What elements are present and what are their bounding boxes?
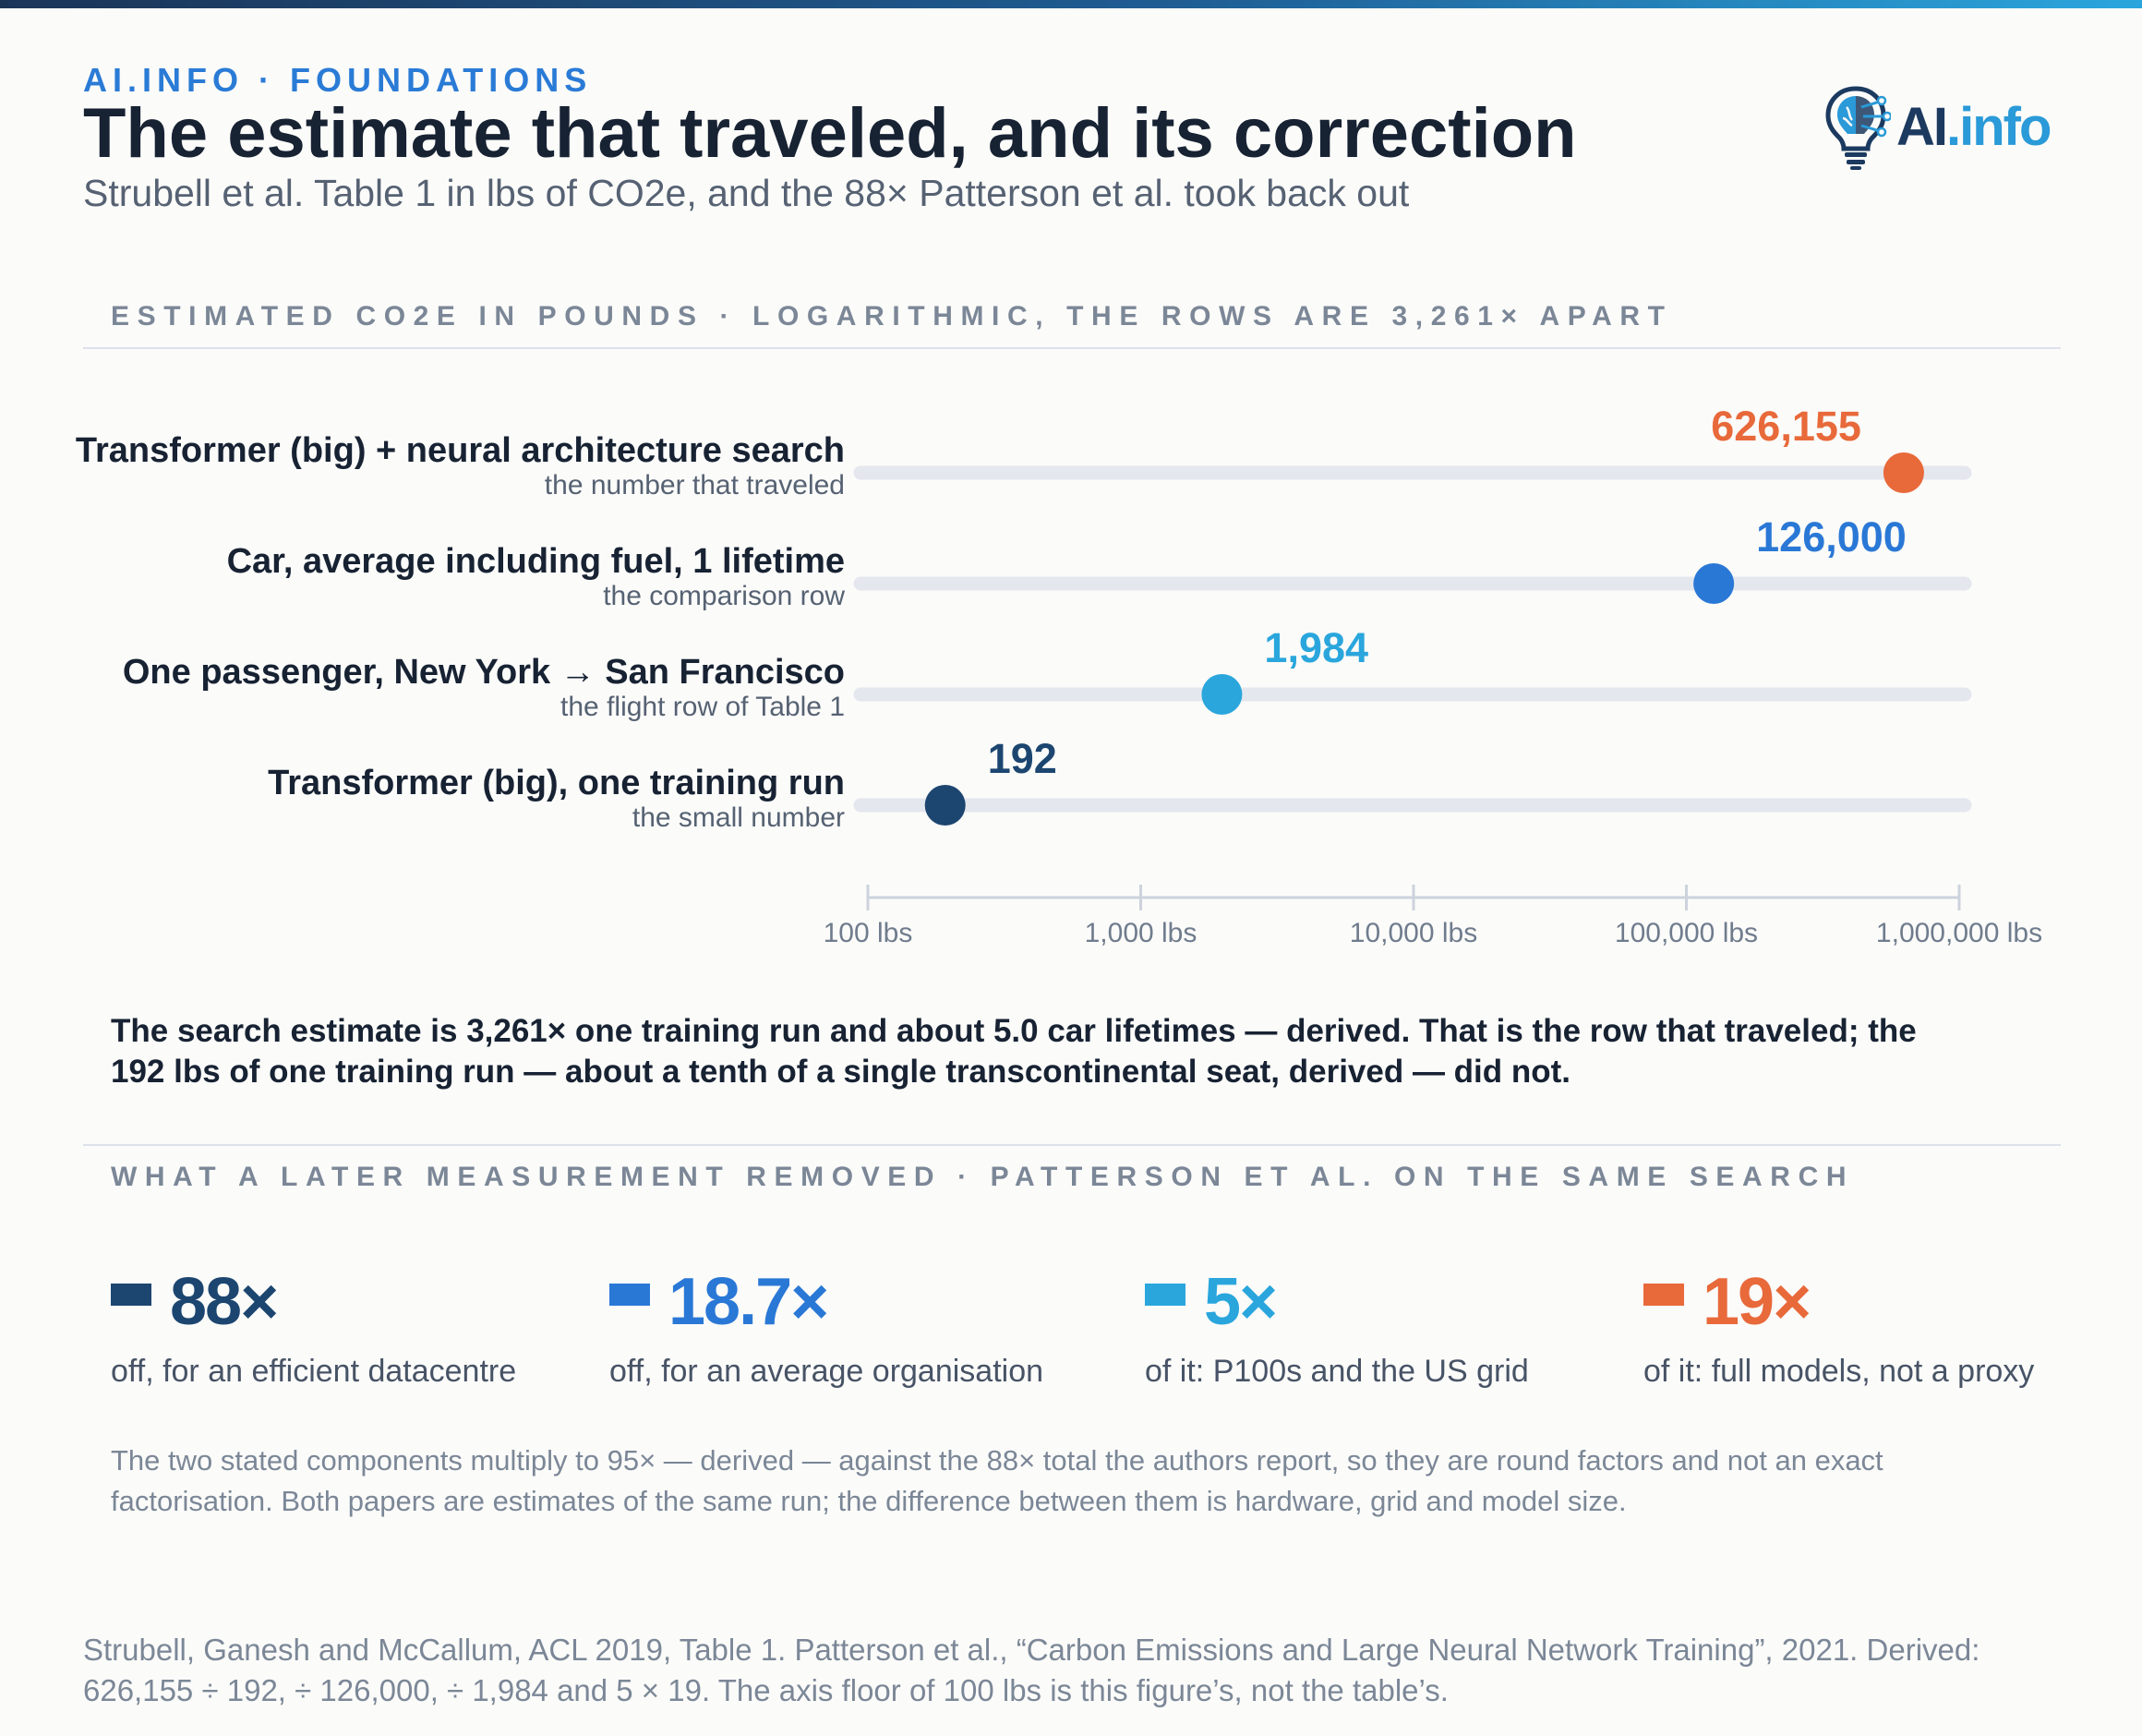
- x-tick-label: 100 lbs: [824, 918, 913, 948]
- stat-description: of it: P100s and the US grid: [1145, 1354, 1529, 1389]
- data-point: [924, 785, 966, 826]
- stat-swatch: [609, 1284, 650, 1306]
- logo-wordmark: AI.info: [1896, 96, 2052, 158]
- value-label: 626,155: [1711, 403, 1861, 450]
- brand-logo: AI.info: [1821, 81, 2061, 174]
- top-accent-bar: [0, 0, 2142, 8]
- stat-value: 5×: [1204, 1265, 1278, 1339]
- logo-ai-text: AI: [1896, 97, 1948, 157]
- x-tick-label: 1,000,000 lbs: [1876, 918, 2042, 948]
- factor-note: The two stated components multiply to 95…: [111, 1444, 1883, 1517]
- stat-value: 88×: [170, 1265, 279, 1339]
- data-point: [1201, 674, 1243, 715]
- stat-swatch: [1643, 1284, 1684, 1306]
- stat-description: off, for an efficient datacentre: [111, 1354, 517, 1389]
- x-tick-label: 10,000 lbs: [1350, 918, 1477, 948]
- logo-info-text: .info: [1946, 97, 2052, 157]
- row-label: Transformer (big) + neural architecture …: [76, 431, 845, 470]
- lightbulb-brain-icon: [1825, 86, 1891, 170]
- stat-swatch: [1145, 1284, 1185, 1306]
- row-sublabel: the small number: [632, 802, 845, 833]
- dot-chart: Transformer (big) + neural architecture …: [76, 403, 2042, 948]
- kicker: AI.INFO · FOUNDATIONS: [83, 61, 593, 99]
- row-label: One passenger, New York → San Francisco: [123, 653, 845, 692]
- stat-swatch: [111, 1284, 151, 1306]
- section-divider: [83, 1144, 2061, 1146]
- row-label: Car, average including fuel, 1 lifetime: [227, 542, 845, 581]
- row-sublabel: the comparison row: [603, 581, 845, 611]
- x-tick-label: 100,000 lbs: [1615, 918, 1758, 948]
- page-title: The estimate that traveled, and its corr…: [83, 94, 1577, 173]
- stat-description: of it: full models, not a proxy: [1643, 1354, 2035, 1389]
- data-point: [1883, 452, 1924, 493]
- chart-section-label: ESTIMATED CO2E IN POUNDS · LOGARITHMIC, …: [111, 301, 1673, 332]
- stat-description: off, for an average organisation: [609, 1354, 1044, 1389]
- stat-value: 18.7×: [668, 1265, 829, 1339]
- section-divider: [83, 347, 2061, 349]
- page-subtitle: Strubell et al. Table 1 in lbs of CO2e, …: [83, 172, 1410, 214]
- chart-takeaway: The search estimate is 3,261× one traini…: [111, 1013, 1917, 1090]
- row-sublabel: the number that traveled: [545, 470, 845, 500]
- row-sublabel: the flight row of Table 1: [560, 692, 845, 722]
- value-label: 126,000: [1756, 513, 1907, 561]
- correction-section-label: WHAT A LATER MEASUREMENT REMOVED · PATTE…: [111, 1162, 1855, 1192]
- data-point: [1693, 563, 1735, 604]
- x-tick-label: 1,000 lbs: [1085, 918, 1197, 948]
- value-label: 1,984: [1264, 624, 1368, 671]
- source-note: Strubell, Ganesh and McCallum, ACL 2019,…: [83, 1633, 1980, 1707]
- stat-value: 19×: [1703, 1265, 1811, 1339]
- row-label: Transformer (big), one training run: [268, 764, 845, 802]
- value-label: 192: [988, 735, 1057, 782]
